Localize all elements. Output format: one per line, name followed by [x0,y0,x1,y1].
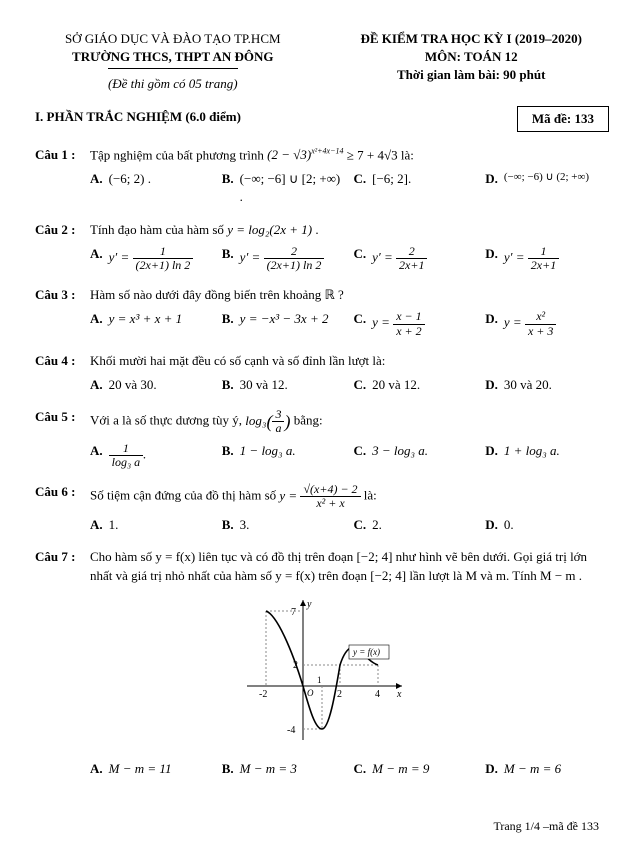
option-d: D.30 và 20. [485,376,609,394]
option-a: A.y = x³ + x + 1 [90,310,214,337]
svg-text:1: 1 [317,675,322,685]
q-text: Với a là số thực dương tùy ý, log₃(3a) b… [90,408,609,435]
option-a: A.(−6; 2) . [90,170,214,206]
option-a: A.M − m = 11 [90,760,214,778]
question-4: Câu 4 : Khối mười hai mặt đều có số cạnh… [35,352,609,370]
q7-options: A.M − m = 11 B.M − m = 3 C.M − m = 9 D.M… [90,760,609,778]
q4-options: A.20 và 30. B.30 và 12. C.20 và 12. D.30… [90,376,609,394]
rule [108,68,238,69]
svg-text:x: x [396,689,402,700]
option-c: C. y = x − 1x + 2 [354,310,478,337]
q3-options: A.y = x³ + x + 1 B.y = −x³ − 3x + 2 C. y… [90,310,609,337]
q-label: Câu 4 : [35,352,90,370]
exam-title: ĐỀ KIỂM TRA HỌC KỲ I (2019–2020) [333,30,609,48]
q-text: Số tiệm cận đứng của đồ thị hàm số y = √… [90,483,609,510]
question-7: Câu 7 : Cho hàm số y = f(x) liên tục và … [35,548,609,584]
svg-text:2: 2 [337,689,342,700]
section-title: I. PHẦN TRẮC NGHIỆM (6.0 điểm) [35,108,241,126]
q-text: Cho hàm số y = f(x) liên tục và có đồ th… [90,548,609,584]
question-5: Câu 5 : Với a là số thực dương tùy ý, lo… [35,408,609,435]
option-b: B.30 và 12. [222,376,346,394]
q7-chart: y x O 7 2 -4 -2 1 2 4 y = f(x) [35,595,609,750]
question-2: Câu 2 : Tính đạo hàm của hàm số y = log₂… [35,221,609,239]
q-label: Câu 2 : [35,221,90,239]
option-b: B.(−∞; −6] ∪ [2; +∞) . [222,170,346,206]
question-6: Câu 6 : Số tiệm cận đứng của đồ thị hàm … [35,483,609,510]
option-b: B.M − m = 3 [222,760,346,778]
header: SỞ GIÁO DỤC VÀ ĐÀO TẠO TP.HCM TRƯỜNG THC… [35,30,609,94]
q2-options: A. y′ = 1(2x+1) ln 2 B. y′ = 2(2x+1) ln … [90,245,609,272]
q-text: Tính đạo hàm của hàm số y = log₂(2x + 1)… [90,221,609,239]
svg-text:4: 4 [375,689,380,700]
dept: SỞ GIÁO DỤC VÀ ĐÀO TẠO TP.HCM [35,30,311,48]
q-label: Câu 5 : [35,408,90,435]
header-left: SỞ GIÁO DỤC VÀ ĐÀO TẠO TP.HCM TRƯỜNG THC… [35,30,311,94]
question-1: Câu 1 : Tập nghiệm của bất phương trình … [35,146,609,165]
option-d: D.M − m = 6 [485,760,609,778]
q1-options: A.(−6; 2) . B.(−∞; −6] ∪ [2; +∞) . C.[−6… [90,170,609,206]
page-footer: Trang 1/4 –mã đề 133 [35,818,609,835]
option-d: D. y = x²x + 3 [485,310,609,337]
duration: Thời gian làm bài: 90 phút [333,66,609,84]
exam-code-box: Mã đề: 133 [517,106,609,132]
option-a: A. y′ = 1(2x+1) ln 2 [90,245,214,272]
svg-text:O: O [307,688,314,698]
q-text: Khối mười hai mặt đều có số cạnh và số đ… [90,352,609,370]
svg-text:y: y [306,599,312,610]
option-c: C.3 − log₃ a. [354,442,478,469]
option-d: D.1 + log₃ a. [485,442,609,469]
option-c: C.2. [354,516,478,534]
q5-options: A. 1log₃ a. B.1 − log₃ a. C.3 − log₃ a. … [90,442,609,469]
option-b: B.1 − log₃ a. [222,442,346,469]
q-label: Câu 6 : [35,483,90,510]
option-a: A.1. [90,516,214,534]
option-d: D.0. [485,516,609,534]
pages-note: (Đề thi gồm có 05 trang) [35,75,311,93]
question-3: Câu 3 : Hàm số nào dưới đây đồng biến tr… [35,286,609,304]
subject: MÔN: TOÁN 12 [333,48,609,66]
option-a: A.20 và 30. [90,376,214,394]
option-a: A. 1log₃ a. [90,442,214,469]
q-label: Câu 1 : [35,146,90,165]
svg-text:-2: -2 [259,689,267,700]
q-label: Câu 7 : [35,548,90,584]
option-d: D. y′ = 12x+1 [485,245,609,272]
svg-text:7: 7 [291,607,296,618]
q6-options: A.1. B.3. C.2. D.0. [90,516,609,534]
option-c: C.20 và 12. [354,376,478,394]
q-text: Hàm số nào dưới đây đồng biến trên khoản… [90,286,609,304]
option-b: B. y′ = 2(2x+1) ln 2 [222,245,346,272]
svg-text:y = f(x): y = f(x) [352,647,380,657]
q-text: Tập nghiệm của bất phương trình (2 − √3)… [90,146,609,165]
option-b: B.3. [222,516,346,534]
function-graph: y x O 7 2 -4 -2 1 2 4 y = f(x) [237,595,407,745]
option-c: C.[−6; 2]. [354,170,478,206]
option-c: C. y′ = 22x+1 [354,245,478,272]
header-right: ĐỀ KIỂM TRA HỌC KỲ I (2019–2020) MÔN: TO… [333,30,609,94]
option-d: D.(−∞; −6) ∪ (2; +∞) [485,170,609,206]
q-label: Câu 3 : [35,286,90,304]
svg-text:-4: -4 [287,725,295,736]
option-c: C.M − m = 9 [354,760,478,778]
option-b: B.y = −x³ − 3x + 2 [222,310,346,337]
school: TRƯỜNG THCS, THPT AN ĐÔNG [35,48,311,66]
